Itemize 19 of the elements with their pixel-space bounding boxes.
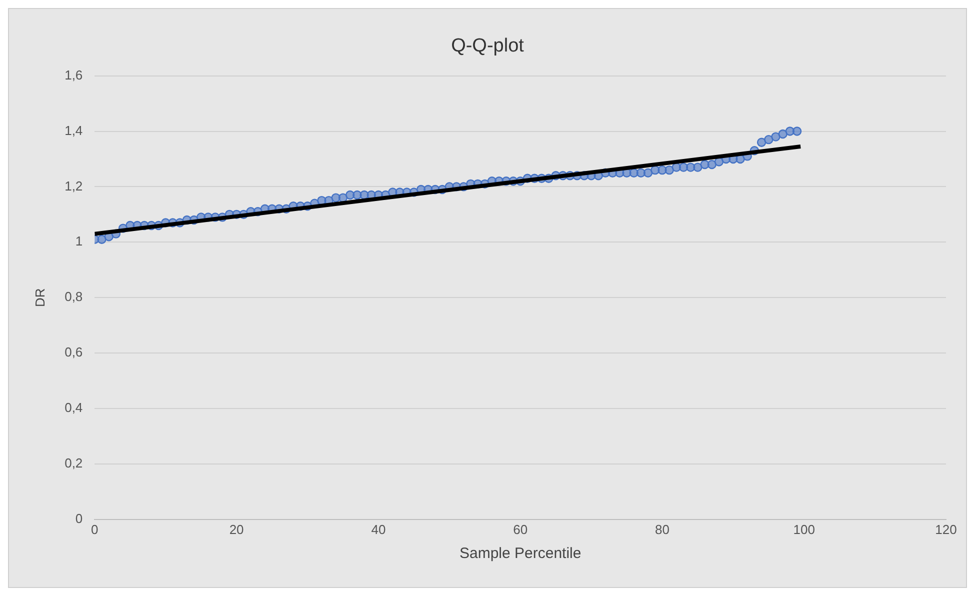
x-tick-label: 20	[229, 522, 244, 537]
x-tick-label: 120	[935, 522, 957, 537]
y-tick-label: 1	[75, 234, 83, 249]
y-tick-label: 1,4	[64, 122, 83, 138]
x-axis-title: Sample Percentile	[459, 545, 582, 562]
y-tick-label: 1,6	[64, 67, 83, 82]
x-tick-label: 100	[793, 522, 815, 537]
x-tick-label: 60	[513, 522, 528, 537]
x-tick-label: 40	[371, 522, 386, 537]
y-tick-label: 0,6	[64, 344, 83, 360]
x-tick-label: 80	[654, 522, 670, 537]
chart-title: Q-Q-plot	[451, 36, 525, 57]
y-tick-label: 1,2	[64, 178, 83, 194]
y-tick-label: 0,2	[64, 456, 83, 471]
x-tick-label: 0	[91, 522, 98, 537]
y-tick-label: 0,8	[64, 289, 83, 304]
y-tick-label: 0,4	[64, 400, 83, 416]
y-axis-title: DR	[32, 288, 48, 307]
y-tick-label: 0	[75, 510, 83, 526]
